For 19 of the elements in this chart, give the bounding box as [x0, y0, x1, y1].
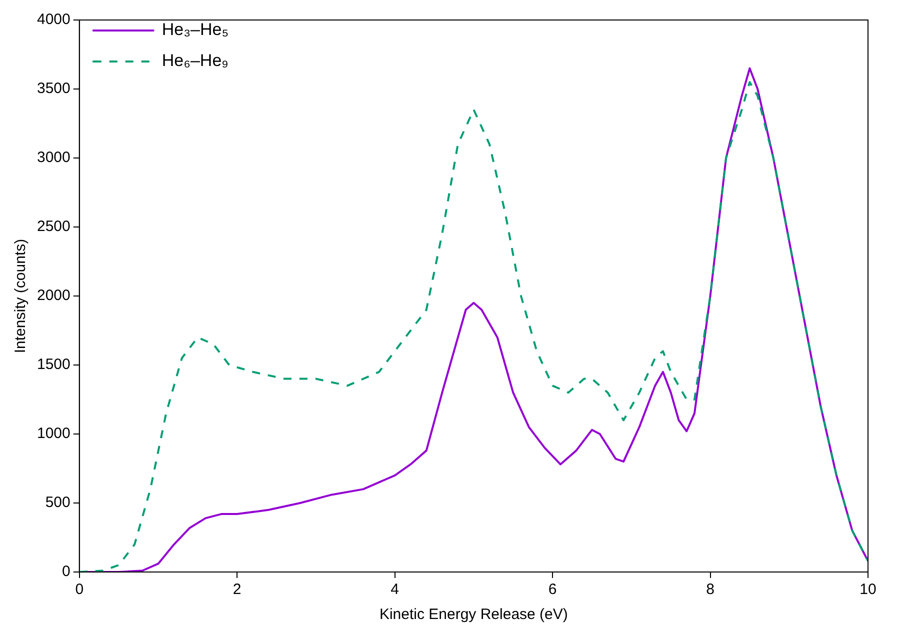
y-tick-label: 500: [45, 494, 70, 512]
y-tick-label: 2500: [36, 218, 70, 236]
x-tick-label: 6: [548, 581, 557, 598]
x-tick-label: 4: [390, 581, 399, 598]
y-tick-label: 4000: [36, 11, 70, 28]
x-tick-label: 2: [232, 581, 242, 598]
legend-label: He₆–He₉: [162, 51, 228, 70]
y-axis-title: Intensity (counts): [12, 238, 30, 354]
y-tick-label: 0: [62, 563, 70, 580]
legend-label: He₃–He₅: [162, 20, 229, 40]
y-tick-label: 1000: [36, 425, 70, 442]
y-tick-label: 3000: [36, 149, 70, 166]
x-tick-label: 0: [75, 581, 84, 598]
y-tick-label: 1500: [36, 356, 70, 374]
y-tick-label: 3500: [36, 80, 70, 98]
x-axis-title: Kinetic Energy Release (eV): [379, 606, 568, 624]
y-tick-label: 2000: [36, 287, 70, 304]
x-tick-label: 10: [860, 581, 876, 598]
x-tick-label: 8: [706, 581, 714, 598]
